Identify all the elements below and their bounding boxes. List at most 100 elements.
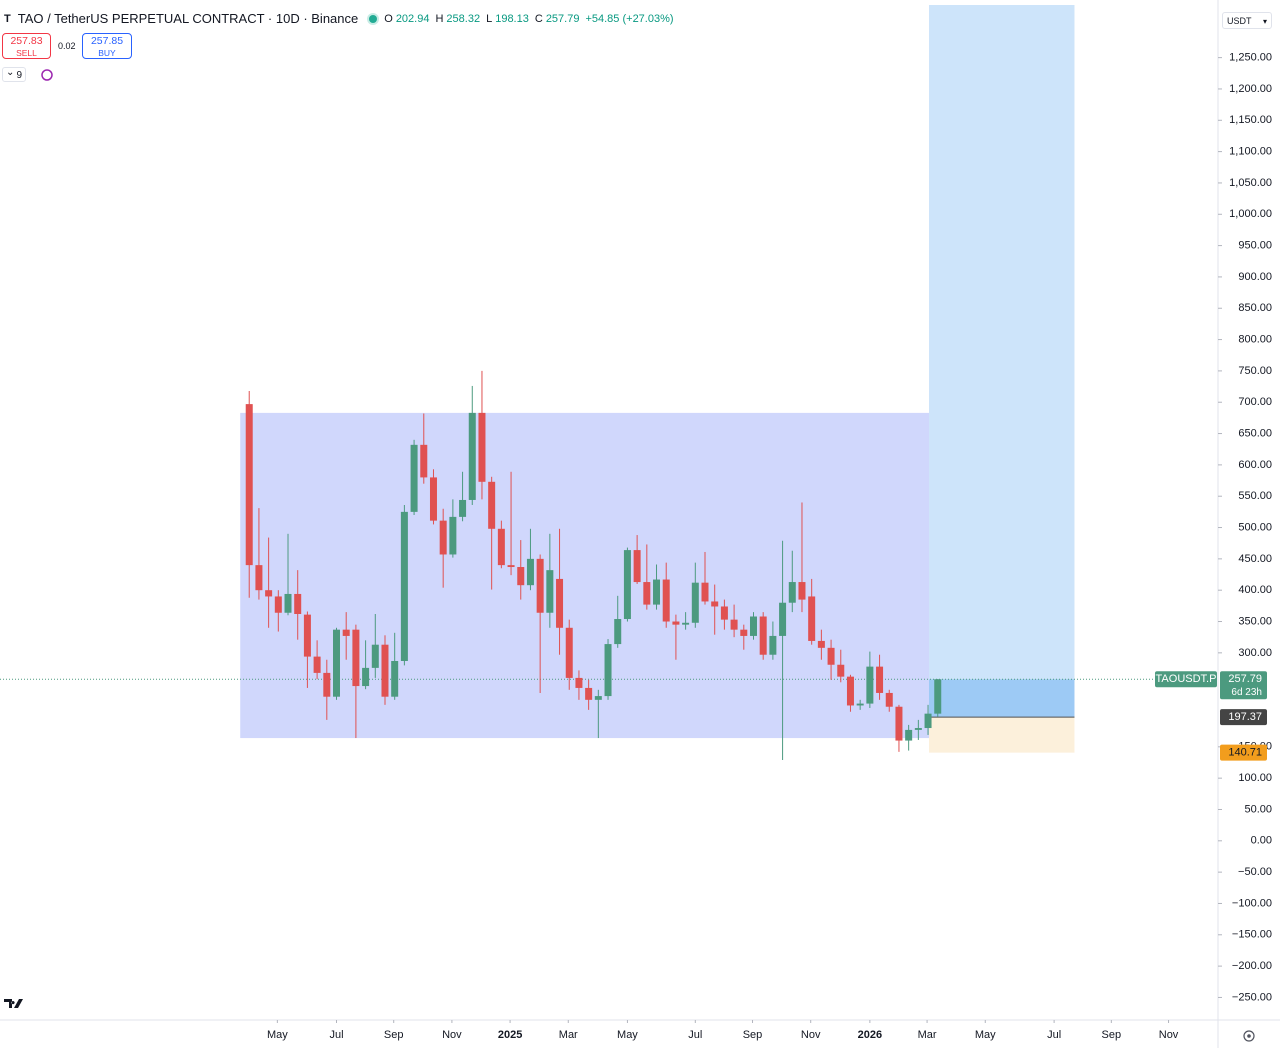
candle-body	[265, 590, 273, 597]
candle-body	[381, 644, 389, 697]
y-tick-label: 900.00	[1238, 271, 1272, 283]
range-box	[240, 412, 930, 739]
indicators-toggle[interactable]: 9	[2, 65, 26, 82]
candle-body	[526, 558, 534, 586]
settings-icon	[1243, 1030, 1255, 1042]
symbol-label-bg	[1155, 671, 1217, 688]
x-tick-label: Mar	[918, 1029, 937, 1041]
y-tick-label: 750.00	[1238, 365, 1272, 377]
candle-body	[556, 578, 564, 628]
candle-body	[604, 644, 612, 697]
candle-body	[895, 706, 903, 741]
y-tick-label: 500.00	[1238, 521, 1272, 533]
x-tick-label: Nov	[1159, 1029, 1179, 1041]
candle-body	[284, 593, 292, 613]
candle-body	[333, 629, 341, 697]
candle-body	[255, 565, 263, 591]
y-tick-label: 550.00	[1238, 490, 1272, 502]
y-tick-label: 1,250.00	[1229, 52, 1272, 64]
candle-body	[905, 729, 913, 741]
x-tick-label: Jul	[688, 1029, 702, 1041]
y-tick-label: −50.00	[1238, 866, 1272, 878]
candle-body	[914, 728, 922, 730]
candle-body	[798, 582, 806, 600]
x-tick-label: May	[617, 1029, 638, 1041]
entry-price-label: 197.37	[1228, 711, 1262, 723]
x-tick-label: 2025	[498, 1029, 522, 1041]
y-tick-label: 400.00	[1238, 584, 1272, 596]
y-tick-label: 1,100.00	[1229, 146, 1272, 158]
x-tick-label: Jul	[329, 1029, 343, 1041]
symbol-icon: T	[4, 12, 11, 25]
y-tick-label: 0.00	[1251, 835, 1272, 847]
candle-body	[546, 570, 554, 613]
buy-button[interactable]: 257.85 BUY	[82, 33, 132, 59]
candle-body	[323, 672, 331, 697]
candle-body	[682, 622, 690, 625]
y-tick-label: 1,200.00	[1229, 83, 1272, 95]
ohlc-key: L	[486, 12, 493, 25]
candle-body	[400, 511, 408, 661]
candle-body	[779, 602, 787, 636]
x-tick-label: Nov	[801, 1029, 821, 1041]
tv-logo	[4, 999, 23, 1008]
y-tick-label: 1,150.00	[1229, 114, 1272, 126]
candle-body	[934, 679, 942, 714]
stop-price-bg	[1220, 744, 1267, 761]
candle-body	[672, 621, 680, 625]
x-tick-label: Sep	[743, 1029, 763, 1041]
stop-zone	[929, 717, 1075, 753]
candle-body	[565, 627, 573, 678]
candle-body	[846, 676, 854, 706]
candle-body	[352, 629, 360, 687]
y-tick-label: 800.00	[1238, 333, 1272, 345]
countdown-label: 6d 23h	[1231, 687, 1262, 698]
x-tick-label: May	[267, 1029, 288, 1041]
candle-body	[827, 647, 835, 665]
candle-body	[245, 404, 253, 566]
candle-body	[711, 601, 719, 607]
candle-body	[536, 558, 544, 613]
ohlc-value: 258.32	[446, 12, 481, 25]
y-tick-label: 1,000.00	[1229, 208, 1272, 220]
ohlc-key: C	[534, 12, 543, 25]
candle-body	[924, 713, 932, 729]
y-tick-label: 700.00	[1238, 396, 1272, 408]
y-tick-label: 1,050.00	[1229, 177, 1272, 189]
y-tick-label: −150.00	[1232, 929, 1272, 941]
x-tick-label: Sep	[384, 1029, 404, 1041]
candle-body	[342, 629, 350, 636]
y-tick-label: 600.00	[1238, 459, 1272, 471]
y-tick-label: −200.00	[1232, 960, 1272, 972]
candle-body	[575, 677, 583, 688]
y-tick-label: 300.00	[1238, 647, 1272, 659]
buy-label: BUY	[98, 48, 116, 58]
candle-body	[313, 656, 321, 673]
currency-select[interactable]: USDT	[1222, 12, 1272, 30]
candle-body	[788, 582, 796, 603]
ohlc-value: 198.13	[495, 12, 529, 25]
x-tick-label: May	[975, 1029, 996, 1041]
chart-title[interactable]: TAO / TetherUS PERPETUAL CONTRACT · 10D …	[17, 11, 359, 26]
candle-body	[730, 619, 738, 630]
spread: 0.02	[58, 41, 76, 51]
candle-body	[420, 444, 428, 478]
candle-body	[720, 606, 728, 620]
candle-body	[653, 579, 661, 605]
candle-body	[497, 528, 505, 566]
y-tick-label: −250.00	[1232, 991, 1272, 1003]
candle-body	[294, 593, 302, 614]
ohlc-value: 202.94	[395, 12, 430, 25]
x-tick-label: 2026	[858, 1029, 882, 1041]
x-tick-label: Jul	[1047, 1029, 1061, 1041]
candle-body	[817, 640, 825, 648]
candle-body	[856, 703, 864, 706]
y-tick-label: 350.00	[1238, 615, 1272, 627]
candle-body	[623, 550, 631, 620]
candle-body	[439, 520, 447, 555]
settings-icon-center	[1247, 1034, 1251, 1038]
sell-button[interactable]: 257.83 SELL	[2, 33, 51, 59]
candle-body	[391, 660, 399, 697]
candle-body	[837, 664, 845, 677]
